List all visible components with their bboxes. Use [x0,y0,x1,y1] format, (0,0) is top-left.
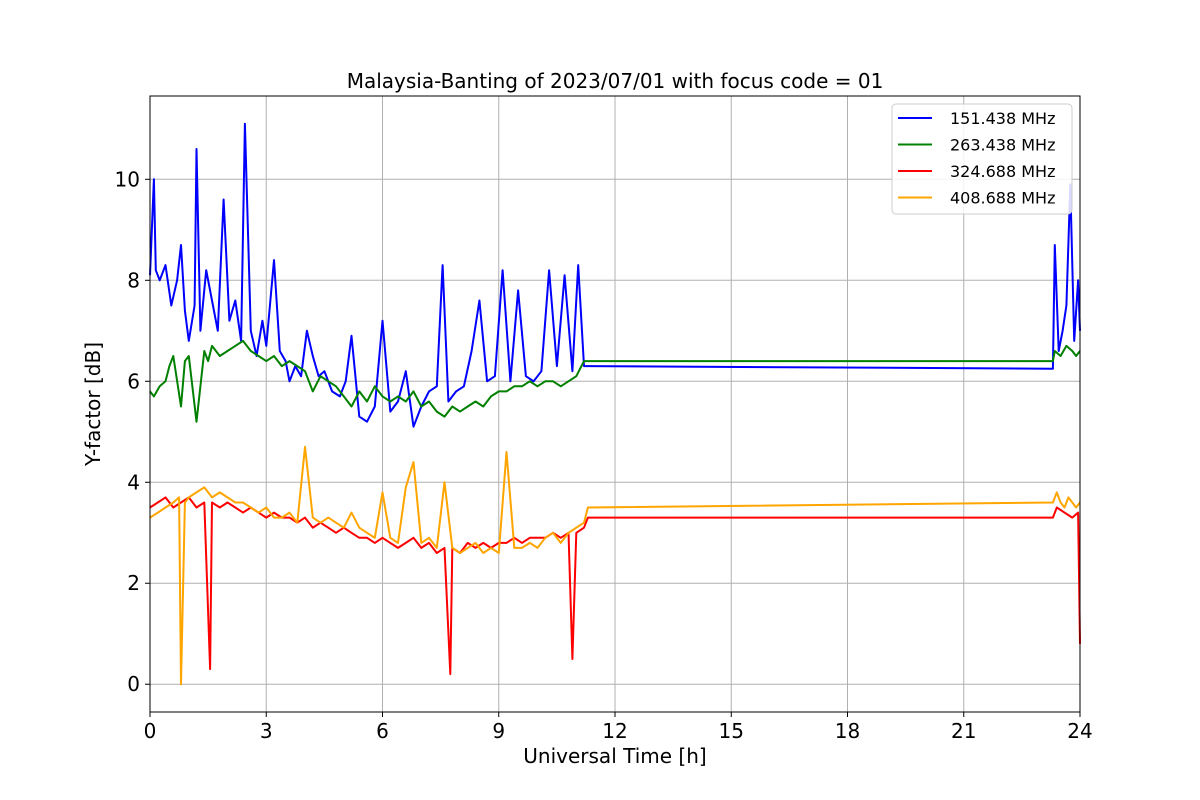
legend-label: 408.688 MHz [950,189,1055,208]
y-tick-label: 10 [115,167,140,191]
series-line-2 [149,339,1081,423]
x-tick-label: 24 [1067,719,1092,743]
x-tick-label: 0 [144,719,157,743]
legend: 151.438 MHz 263.438 MHz 324.688 MHz 408.688… [891,103,1073,215]
x-tick-label: 9 [492,719,505,743]
legend-label: 324.688 MHz [950,162,1055,181]
x-tick-label: 6 [376,719,389,743]
series-line-3 [149,496,1081,676]
series-line-4 [149,445,1081,686]
legend-box [891,103,1073,215]
y-tick-label: 0 [127,672,140,696]
x-axis-label: Universal Time [h] [523,744,706,768]
legend-items: 151.438 MHz 263.438 MHz 324.688 MHz 408.688… [898,109,1055,208]
x-tick-label: 3 [260,719,273,743]
x-tick-label: 18 [835,719,860,743]
y-tick-label: 8 [127,268,140,292]
x-tick-label: 21 [951,719,976,743]
legend-label: 263.438 MHz [950,136,1055,155]
series-lines [149,122,1081,686]
chart-title: Malaysia-Banting of 2023/07/01 with focu… [347,69,884,93]
y-axis-ticks: 0 2 4 6 8 10 [115,167,150,696]
y-tick-label: 6 [127,369,140,393]
legend-label: 151.438 MHz [950,109,1055,128]
y-axis-label: Y-factor [dB] [81,342,105,467]
series-line-1 [149,122,1081,428]
y-tick-label: 4 [127,470,140,494]
x-tick-label: 12 [602,719,627,743]
x-tick-label: 15 [719,719,744,743]
x-axis-ticks: 0 3 6 9 12 15 18 21 24 [144,712,1093,743]
y-tick-label: 2 [127,571,140,595]
